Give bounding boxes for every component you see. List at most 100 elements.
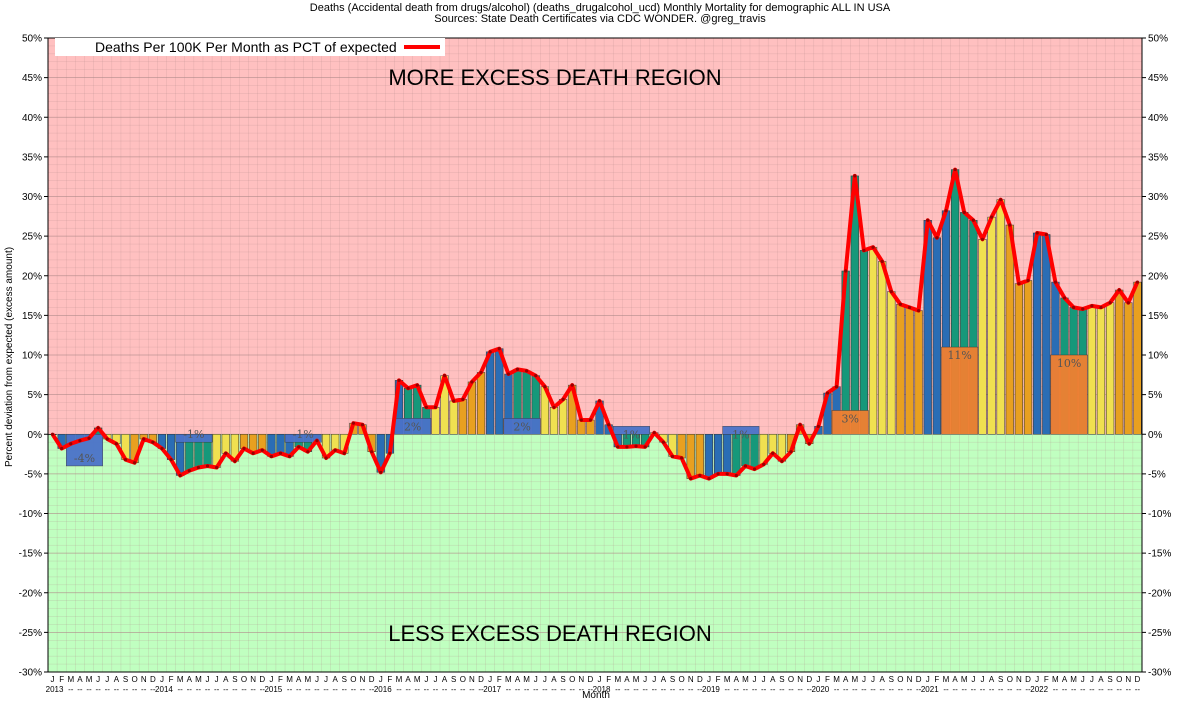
x-year-dash: -- xyxy=(670,685,676,694)
x-month-label: M xyxy=(633,675,640,684)
x-year-dash: -- xyxy=(95,685,101,694)
bar xyxy=(695,434,704,476)
x-year-dash: -- xyxy=(989,685,995,694)
x-year-dash: -- xyxy=(1071,685,1077,694)
x-year-dash: -- xyxy=(679,685,685,694)
bar xyxy=(239,434,249,449)
y-tick-label: 20% xyxy=(22,271,42,282)
line-point xyxy=(1026,278,1030,283)
year-average-bar xyxy=(284,434,322,443)
x-year-label: 2020 xyxy=(811,685,829,694)
line-point xyxy=(917,309,921,313)
line-point xyxy=(543,385,547,389)
line-point xyxy=(360,423,365,427)
x-year-dash: -- xyxy=(1089,685,1095,694)
line-point xyxy=(853,174,857,178)
x-year-dash: -- xyxy=(861,685,867,694)
x-month-label: D xyxy=(259,675,265,684)
x-year-dash: -- xyxy=(442,685,448,694)
x-year-dash: -- xyxy=(907,685,913,694)
x-year-dash: -- xyxy=(943,685,949,694)
x-month-label: J xyxy=(643,675,647,684)
line-point xyxy=(889,290,893,294)
year-average-bar xyxy=(175,434,213,443)
bar xyxy=(1014,283,1024,435)
line-point xyxy=(1017,282,1021,286)
x-year-label: 2021 xyxy=(921,685,939,694)
x-year-dash: -- xyxy=(852,685,858,694)
grid-lines xyxy=(47,37,1143,673)
line-series xyxy=(50,167,1140,481)
line-point xyxy=(1081,307,1085,311)
y-tick-label-right: 0% xyxy=(1148,430,1163,441)
x-month-label: J xyxy=(871,675,875,684)
x-year-dash: -- xyxy=(779,685,785,694)
x-year-dash: -- xyxy=(141,685,147,694)
line-point xyxy=(205,464,210,468)
x-month-label: M xyxy=(177,675,184,684)
line-point xyxy=(1126,301,1130,305)
line-point xyxy=(1053,280,1057,284)
x-year-dash: -- xyxy=(624,685,630,694)
x-year-dash: -- xyxy=(524,685,530,694)
x-month-label: S xyxy=(123,675,128,684)
x-year-dash: -- xyxy=(287,685,293,694)
line-point xyxy=(133,461,137,465)
line-point xyxy=(1099,305,1103,310)
line-point xyxy=(707,477,711,481)
x-month-label: F xyxy=(716,675,721,684)
x-year-dash: -- xyxy=(396,685,402,694)
line-point xyxy=(643,445,647,449)
x-year-dash: -- xyxy=(1107,685,1113,694)
line-point xyxy=(525,369,529,373)
x-year-dash: -- xyxy=(296,685,302,694)
y-tick-label-right: 10% xyxy=(1148,351,1168,362)
x-month-label: M xyxy=(851,675,858,684)
bar xyxy=(586,419,595,435)
x-year-dash: -- xyxy=(542,685,548,694)
x-year-dash: -- xyxy=(187,685,193,694)
x-month-label: D xyxy=(697,675,703,684)
line-point xyxy=(1108,301,1112,305)
x-year-dash: -- xyxy=(1053,685,1059,694)
x-month-label: J xyxy=(707,675,711,684)
bar xyxy=(258,434,267,451)
x-year-dash: -- xyxy=(551,685,557,694)
line-point xyxy=(96,426,100,430)
x-year-dash: -- xyxy=(369,685,375,694)
x-month-label: M xyxy=(505,675,512,684)
line-point xyxy=(1072,305,1076,310)
x-year-dash: -- xyxy=(196,685,202,694)
x-month-label: S xyxy=(560,675,565,684)
line-point xyxy=(333,448,337,452)
x-month-label: J xyxy=(762,675,766,684)
x-year-label: 2015 xyxy=(264,685,282,694)
line-point xyxy=(1035,231,1039,235)
line-point xyxy=(78,438,82,443)
x-month-label: F xyxy=(169,675,174,684)
x-month-label: O xyxy=(1116,675,1122,684)
bar xyxy=(276,434,285,454)
x-month-label: J xyxy=(488,675,492,684)
x-month-label: M xyxy=(67,675,74,684)
bar xyxy=(978,239,987,435)
line-point xyxy=(680,456,684,460)
x-month-label: J xyxy=(926,675,930,684)
bar xyxy=(1124,302,1133,435)
x-month-label: O xyxy=(569,675,575,684)
x-month-label: J xyxy=(1035,675,1039,684)
bar xyxy=(704,434,714,479)
lower-region-label: LESS EXCESS DEATH REGION xyxy=(388,621,712,646)
x-month-label: F xyxy=(934,675,939,684)
line-point xyxy=(771,451,775,455)
y-tick-label: 5% xyxy=(28,390,43,401)
x-month-label: J xyxy=(379,675,383,684)
y-tick-label-right: 5% xyxy=(1148,390,1163,401)
line-point xyxy=(597,399,602,403)
x-year-dash: -- xyxy=(342,685,348,694)
x-year-dash: -- xyxy=(761,685,767,694)
line-point xyxy=(816,424,820,428)
x-month-label: A xyxy=(880,675,886,684)
y-tick-label: -15% xyxy=(19,549,42,560)
line-point xyxy=(60,446,64,451)
